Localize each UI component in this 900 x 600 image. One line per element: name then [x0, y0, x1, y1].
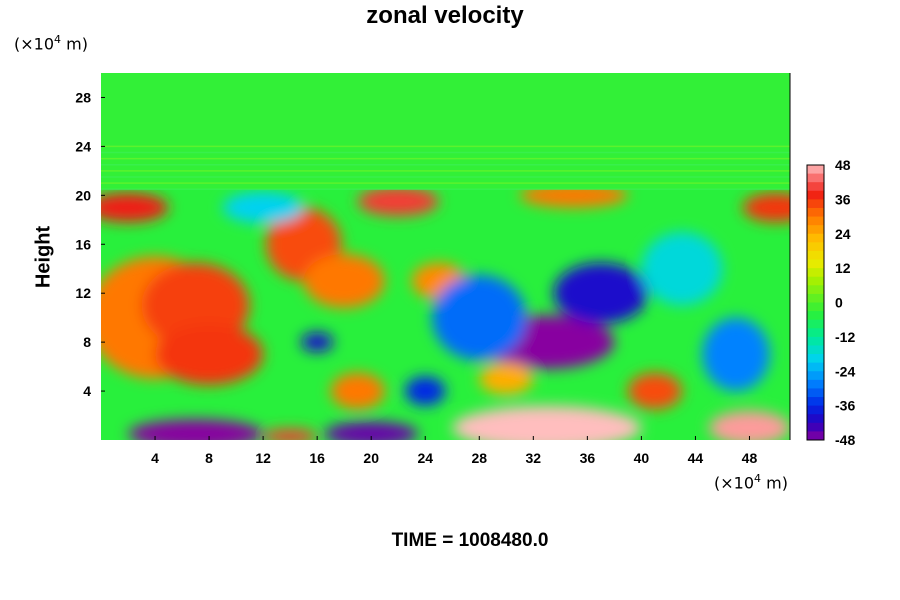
y-tick-label: 12	[75, 285, 91, 301]
y-tick-label: 20	[75, 187, 91, 203]
colorbar-tick-label: 12	[835, 260, 851, 276]
y-tick-label: 16	[75, 236, 91, 252]
colorbar-swatch	[807, 285, 824, 295]
colorbar-swatch	[807, 414, 824, 424]
x-tick-label: 32	[526, 450, 542, 466]
x-tick-label: 16	[309, 450, 325, 466]
colorbar-swatch	[807, 354, 824, 364]
y-unit-prefix: (×10	[14, 34, 55, 54]
velocity-region	[300, 332, 334, 352]
y-unit-exponent: 4	[54, 33, 62, 46]
colorbar-swatch	[807, 259, 824, 269]
x-tick-label: 4	[151, 450, 159, 466]
velocity-region	[404, 376, 446, 406]
colorbar-tick-label: -36	[835, 398, 855, 414]
velocity-region	[708, 410, 790, 440]
colorbar-swatch	[807, 207, 824, 218]
x-tick-label: 48	[742, 450, 758, 466]
colorbar-tick-label: 36	[835, 191, 851, 207]
colorbar-swatch	[807, 311, 824, 321]
x-tick-label: 12	[255, 450, 271, 466]
colorbar-swatch	[807, 422, 824, 432]
colorbar-swatch	[807, 216, 824, 226]
colorbar-swatch	[807, 328, 824, 338]
y-tick-label: 28	[75, 89, 91, 105]
x-tick-label: 20	[363, 450, 379, 466]
colorbar-swatch	[807, 362, 824, 372]
colorbar-tick-label: -48	[835, 432, 855, 448]
colorbar-tick-label: -12	[835, 329, 855, 345]
colorbar-swatch	[807, 250, 824, 261]
time-label: TIME = 1008480.0	[391, 530, 549, 551]
colorbar-swatch	[807, 242, 824, 252]
colorbar-swatch	[807, 345, 824, 355]
velocity-region	[357, 186, 439, 217]
colorbar-swatch	[807, 319, 824, 329]
y-tick-label: 4	[83, 383, 91, 399]
velocity-region	[222, 191, 304, 224]
x-tick-label: 44	[688, 450, 704, 466]
colorbar-swatch	[807, 276, 824, 286]
colorbar-swatch	[807, 182, 824, 192]
colorbar: 48 36 24 12 0 -12 -24 -36 -48	[806, 157, 855, 448]
chart-title: zonal velocity	[366, 2, 524, 29]
velocity-field	[101, 73, 790, 440]
x-unit-exponent: 4	[754, 472, 762, 485]
colorbar-tick-label: -24	[835, 363, 855, 379]
upper-layer	[101, 73, 790, 190]
colorbar-swatch	[807, 379, 824, 389]
colorbar-swatch	[807, 233, 824, 243]
velocity-region	[742, 192, 790, 223]
velocity-region	[702, 317, 770, 392]
colorbar-swatch	[807, 302, 824, 312]
colorbar-tick-label: 0	[835, 295, 843, 311]
velocity-region	[452, 405, 642, 440]
colorbar-swatch	[807, 388, 824, 398]
x-unit-suffix: m)	[761, 473, 788, 493]
colorbar-swatch	[807, 397, 824, 407]
velocity-region	[263, 428, 318, 440]
colorbar-swatch	[807, 336, 824, 346]
colorbar-swatch	[807, 371, 824, 381]
colorbar-swatch	[807, 173, 824, 183]
colorbar-swatch	[807, 405, 824, 415]
colorbar-swatch	[807, 199, 824, 209]
colorbar-swatch	[807, 431, 824, 441]
y-axis-unit: (×104 m)	[14, 33, 88, 53]
velocity-region	[323, 421, 419, 440]
velocity-region	[155, 323, 264, 385]
x-unit-prefix: (×10	[714, 473, 755, 493]
velocity-region	[479, 362, 534, 395]
velocity-region	[431, 274, 527, 361]
x-tick-label: 36	[580, 450, 596, 466]
colorbar-tick-label: 48	[835, 157, 851, 173]
colorbar-swatch	[807, 190, 824, 200]
velocity-region	[641, 232, 723, 306]
y-tick-label: 24	[75, 138, 91, 154]
colorbar-swatch	[807, 268, 824, 278]
colorbar-swatch	[807, 165, 824, 175]
velocity-region	[627, 372, 682, 410]
velocity-region	[128, 419, 264, 440]
x-axis-unit: (×104 m)	[714, 472, 788, 492]
colorbar-frame	[806, 164, 825, 441]
y-unit-suffix: m)	[61, 34, 88, 54]
velocity-regions	[101, 183, 790, 440]
colorbar-swatch	[807, 293, 824, 303]
y-tick-label: 8	[83, 334, 91, 350]
colorbar-tick-label: 24	[835, 226, 851, 242]
colorbar-swatch	[807, 225, 824, 235]
velocity-region	[553, 262, 649, 324]
velocity-region	[303, 254, 385, 308]
velocity-region	[101, 192, 169, 223]
x-tick-label: 28	[471, 450, 487, 466]
x-tick-label: 8	[205, 450, 213, 466]
x-tick-label: 40	[634, 450, 650, 466]
x-tick-label: 24	[417, 450, 433, 466]
velocity-region	[330, 372, 385, 410]
